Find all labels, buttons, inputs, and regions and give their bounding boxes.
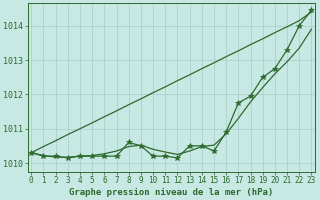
X-axis label: Graphe pression niveau de la mer (hPa): Graphe pression niveau de la mer (hPa) bbox=[69, 188, 274, 197]
